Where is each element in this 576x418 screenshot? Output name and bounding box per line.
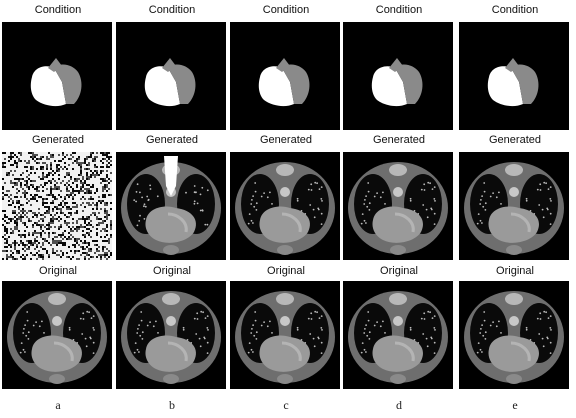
original-ct-image bbox=[116, 281, 226, 389]
column-a: Condition Generated Original a bbox=[2, 0, 114, 418]
original-label: Original bbox=[496, 265, 534, 277]
original-label: Original bbox=[39, 265, 77, 277]
column-letter: e bbox=[512, 398, 518, 412]
column-b: Condition Generated Original b bbox=[116, 0, 228, 418]
generated-label: Generated bbox=[373, 134, 425, 146]
column-c: Condition Generated Original c bbox=[230, 0, 342, 418]
original-label: Original bbox=[153, 265, 191, 277]
condition-mask-image bbox=[343, 22, 453, 130]
condition-label: Condition bbox=[375, 4, 423, 16]
generated-label: Generated bbox=[32, 134, 84, 146]
original-ct-image bbox=[343, 281, 453, 389]
original-ct-image bbox=[2, 281, 112, 389]
generated-label: Generated bbox=[260, 134, 312, 146]
original-ct-image bbox=[459, 281, 569, 389]
original-label: Original bbox=[267, 265, 305, 277]
condition-mask-image bbox=[2, 22, 112, 130]
column-letter: c bbox=[283, 398, 289, 412]
condition-label: Condition bbox=[34, 4, 82, 16]
column-e: Condition Generated Original e bbox=[459, 0, 571, 418]
generated-label: Generated bbox=[146, 134, 198, 146]
column-letter: d bbox=[396, 398, 402, 412]
generated-ct-image bbox=[116, 152, 226, 260]
condition-label: Condition bbox=[262, 4, 310, 16]
generated-ct-image bbox=[230, 152, 340, 260]
column-letter: a bbox=[55, 398, 61, 412]
condition-mask-image bbox=[230, 22, 340, 130]
condition-mask-image bbox=[116, 22, 226, 130]
generated-noise-image bbox=[2, 152, 112, 260]
generated-label: Generated bbox=[489, 134, 541, 146]
condition-label: Condition bbox=[491, 4, 539, 16]
original-label: Original bbox=[380, 265, 418, 277]
original-ct-image bbox=[230, 281, 340, 389]
generated-ct-image bbox=[343, 152, 453, 260]
column-d: Condition Generated Original d bbox=[343, 0, 455, 418]
condition-mask-image bbox=[459, 22, 569, 130]
condition-label: Condition bbox=[148, 4, 196, 16]
generated-ct-image bbox=[459, 152, 569, 260]
column-letter: b bbox=[169, 398, 175, 412]
